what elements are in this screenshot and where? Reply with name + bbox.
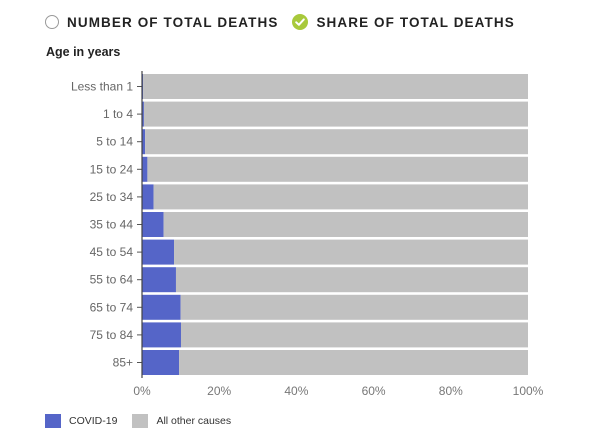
radio-unselected-icon [45,15,59,29]
bar-covid-9 [142,322,181,348]
y-tick-label-4: 25 to 34 [90,190,134,204]
y-tick-label-5: 35 to 44 [90,218,134,232]
legend-swatch-other [132,414,149,428]
bar-covid-10 [142,350,180,375]
bar-covid-3 [142,156,148,182]
legend-label-other: All other causes [156,415,232,427]
view-toggle-group: NUMBER OF TOTAL DEATHS SHARE OF TOTAL DE… [45,14,515,30]
checkmark-icon [292,14,309,30]
bar-other-2 [145,129,528,155]
bar-other-0 [143,74,528,99]
y-tick-label-2: 5 to 14 [96,135,133,149]
bar-other-9 [180,322,528,348]
share-of-total-deaths-toggle[interactable]: SHARE OF TOTAL DEATHS [292,14,514,30]
x-tick-label-3: 60% [362,384,386,398]
bar-other-10 [179,350,528,375]
legend-item-other: All other causes [132,414,231,428]
bar-other-1 [143,101,528,127]
legend-item-covid: COVID-19 [45,414,117,428]
bar-covid-2 [142,129,146,155]
y-axis-title: Age in years [46,45,121,59]
chart-legend: COVID-19 All other causes [45,414,246,428]
bar-other-4 [153,184,528,210]
y-tick-label-8: 65 to 74 [90,300,134,314]
x-tick-label-0: 0% [133,384,151,398]
y-tick-label-0: Less than 1 [71,80,133,94]
y-tick-label-1: 1 to 4 [103,107,133,121]
x-tick-label-2: 40% [284,384,308,398]
bar-other-5 [163,212,528,237]
bar-covid-1 [142,101,144,127]
y-tick-label-7: 55 to 64 [90,273,134,287]
legend-label-covid: COVID-19 [69,415,118,427]
y-tick-label-3: 15 to 24 [90,162,134,176]
bar-covid-7 [142,267,176,293]
legend-swatch-covid [45,414,61,428]
bar-other-7 [175,267,528,293]
number-toggle-label: NUMBER OF TOTAL DEATHS [67,14,279,30]
y-tick-label-10: 85+ [113,356,133,370]
x-tick-label-4: 80% [439,384,463,398]
share-toggle-label: SHARE OF TOTAL DEATHS [316,14,515,30]
bar-covid-4 [142,184,154,210]
bar-other-3 [147,156,529,182]
x-tick-label-5: 100% [513,384,544,398]
bar-covid-5 [142,212,164,237]
bar-other-6 [174,239,528,265]
bar-other-8 [180,294,528,320]
bar-covid-8 [142,294,181,320]
number-of-total-deaths-toggle[interactable]: NUMBER OF TOTAL DEATHS [45,15,278,30]
x-tick-label-1: 20% [207,384,231,398]
bar-covid-6 [142,239,175,265]
y-tick-label-6: 45 to 54 [90,245,134,259]
y-tick-label-9: 75 to 84 [90,328,134,342]
